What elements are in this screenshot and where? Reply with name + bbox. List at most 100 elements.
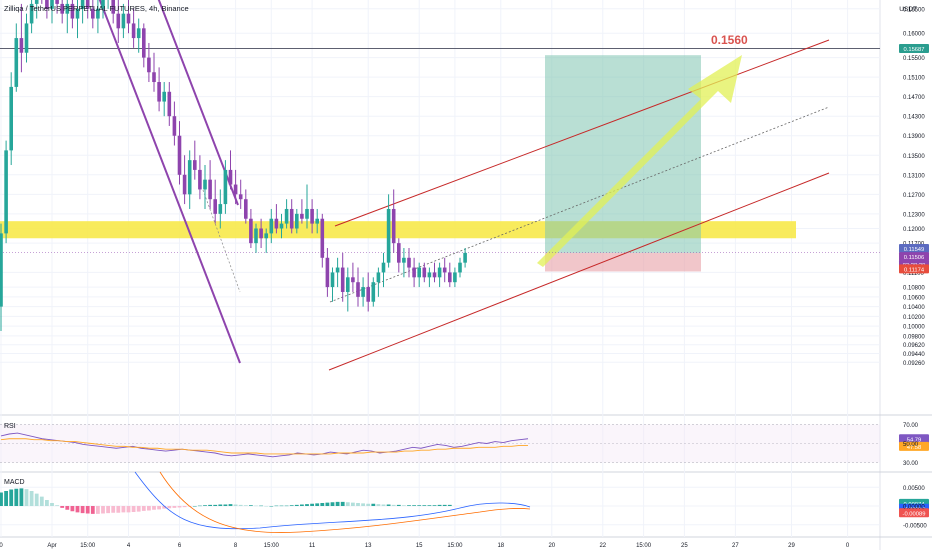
macd-histogram-bar (223, 504, 228, 506)
time-tick-label: 22 (599, 543, 606, 549)
macd-histogram-bar (437, 504, 442, 506)
candle-body (305, 208, 309, 219)
macd-histogram-bar (447, 504, 452, 506)
macd-histogram-bar (315, 503, 320, 506)
projection-arrow[interactable] (537, 55, 742, 267)
macd-histogram-bar (85, 506, 90, 514)
macd-histogram-bar (442, 504, 447, 506)
macd-histogram-bar (203, 505, 207, 506)
candle-body (203, 179, 207, 190)
price-axis[interactable]: 0.16500 0.16000 0.15500 0.15100 0.14700 0.143… (899, 7, 929, 518)
macd-histogram-bar (0, 492, 3, 506)
target-price-tag-bg (899, 43, 929, 53)
price-tick-label: 0.13900 (903, 134, 925, 140)
macd-histogram-bar (192, 506, 197, 507)
price-tick-label: 0.13100 (903, 173, 925, 179)
descending-channel-line[interactable] (96, 0, 241, 364)
macd-histogram-bar (55, 505, 59, 506)
zones-layer (0, 55, 796, 272)
rsi-line (0, 432, 529, 458)
macd-histogram-bar (407, 505, 411, 506)
time-tick-label: 15:00 (80, 543, 96, 549)
candle-body (254, 228, 258, 244)
candle-body (60, 3, 64, 14)
candle-body (80, 0, 85, 9)
macd-histogram-bar (325, 502, 330, 506)
candle-body (14, 38, 19, 87)
macd-histogram-bar (101, 506, 105, 514)
time-tick-label: 27 (732, 543, 739, 549)
candle-body (213, 199, 217, 214)
macd-pane[interactable]: 0.00500 0.00000 -0.00500 (0, 471, 927, 533)
macd-histogram-bar (70, 506, 75, 512)
rsi-pane[interactable]: 70.00 50.00 30.00 (0, 423, 919, 467)
candle-body (85, 0, 90, 9)
candle-body (366, 287, 370, 302)
price-tick-label: 0.12000 (903, 227, 925, 233)
candle-body (453, 272, 457, 283)
candle-body (152, 72, 156, 83)
candle-body (55, 0, 59, 4)
last-price-tag: 0.11506 (904, 255, 925, 261)
candle-body (320, 218, 325, 258)
macd-histogram-bar (147, 506, 151, 511)
chart-symbol-title: Zilliqa / TetherUS PERPETUAL FUTURES, 4h… (4, 4, 189, 13)
macd-histogram-bar (254, 505, 258, 507)
candle-body (315, 218, 319, 224)
price-tick-label: 0.13500 (903, 154, 925, 160)
candle-body (162, 91, 166, 102)
price-tick-label: 0.12700 (903, 193, 925, 199)
candle-body (295, 213, 299, 229)
rsi-level-label: 30.00 (903, 461, 919, 467)
macd-histogram-bar (249, 505, 253, 506)
time-tick-label: 29 (788, 543, 795, 549)
macd-histogram-bar (340, 501, 345, 506)
time-axis[interactable]: 0 Apr 15:00 4 6 8 15:00 11 13 15 15:00 18 20 22 15:00 2… (0, 543, 850, 549)
channel-upper-line[interactable] (334, 39, 830, 227)
macd-histogram-bar (172, 506, 177, 508)
candle-body (142, 28, 146, 58)
time-tick-label: 0 (0, 543, 3, 549)
price-tick-label: 0.10600 (903, 295, 925, 301)
macd-histogram-bar (417, 505, 422, 506)
candle-body (356, 282, 360, 297)
channel-lower-line[interactable] (328, 172, 830, 371)
candle-body (101, 0, 105, 9)
candle-body (198, 169, 202, 190)
macd-histogram-bar (289, 505, 294, 506)
candle-body (335, 267, 340, 273)
macd-histogram-bar (19, 488, 24, 506)
candle-body (422, 267, 427, 278)
candle-body (442, 267, 447, 273)
candle-body (330, 272, 335, 288)
macd-histogram-bar (274, 505, 279, 507)
macd-line (134, 471, 531, 530)
candle-body (361, 287, 365, 297)
macd-histogram-bar (39, 496, 44, 506)
candle-body (29, 3, 34, 24)
time-tick-label: 0 (846, 543, 850, 549)
time-tick-label: 15:00 (264, 543, 280, 549)
macd-histogram-bar (305, 504, 309, 506)
macd-histogram-bar (121, 506, 126, 513)
candle-body (437, 267, 442, 278)
macd-histogram-bar (177, 506, 182, 508)
price-tick-label: 0.14300 (903, 115, 925, 121)
descending-channel-line[interactable] (155, 0, 239, 206)
macd-histogram-bar (24, 489, 29, 506)
time-tick-label: Apr (47, 543, 56, 549)
macd-histogram-bar (162, 506, 167, 509)
macd-histogram-bar (141, 506, 146, 511)
macd-histogram-bar (208, 504, 212, 506)
candle-body (172, 116, 177, 136)
candle-body (45, 0, 49, 9)
price-candles (0, 0, 467, 332)
price-tick-label: 0.10000 (903, 325, 925, 331)
candle-body (126, 13, 131, 24)
macd-histogram-bar (9, 489, 14, 506)
candle-body (376, 272, 381, 283)
candle-body (458, 262, 462, 273)
macd-histogram-bar (412, 505, 416, 506)
candle-body (386, 208, 391, 263)
